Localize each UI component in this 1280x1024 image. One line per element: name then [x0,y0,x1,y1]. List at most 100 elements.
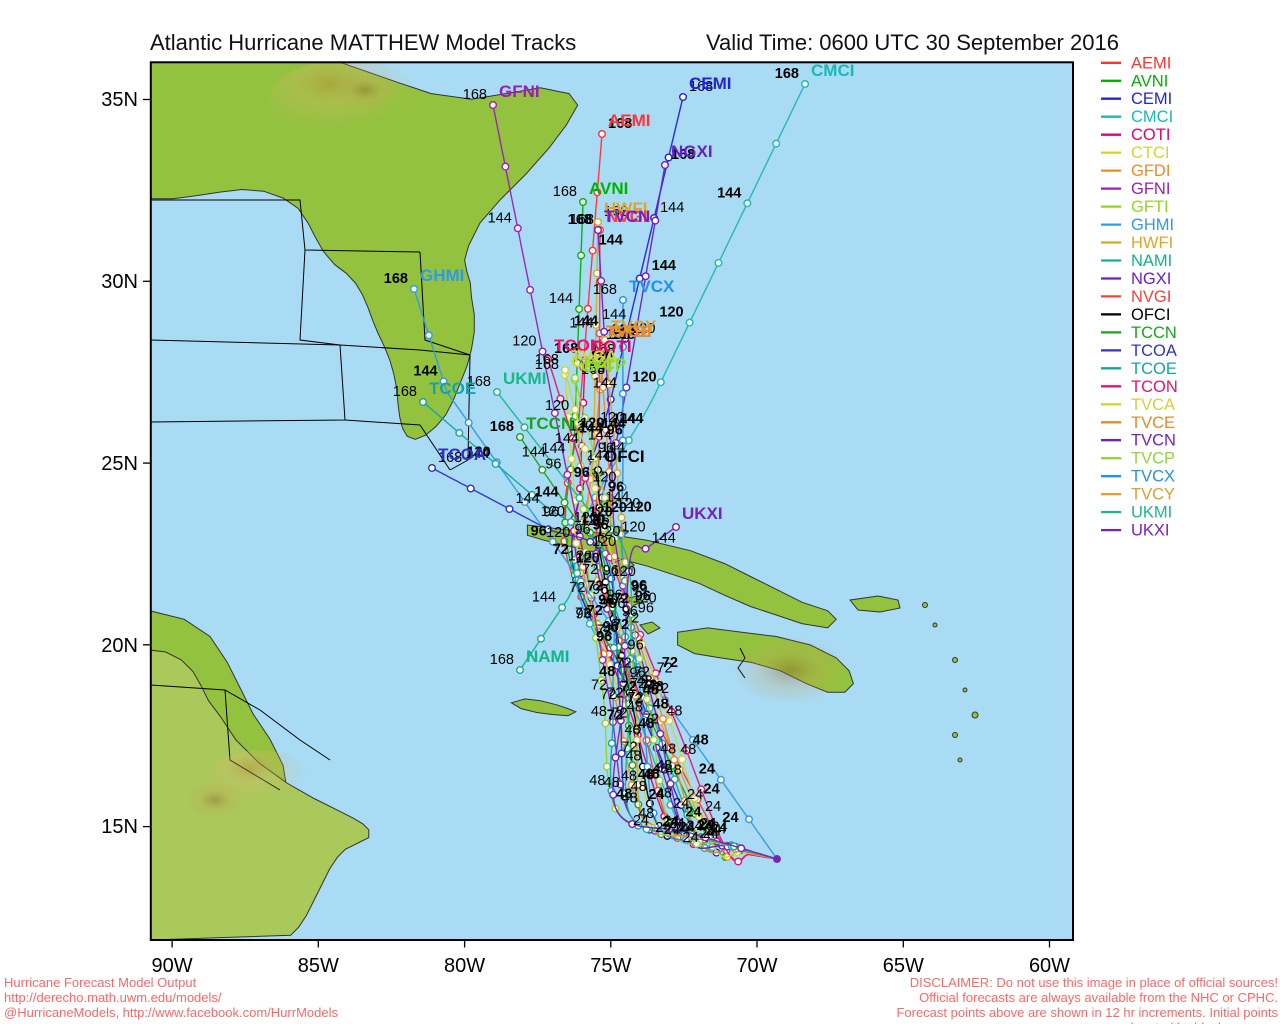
svg-text:72: 72 [591,678,607,694]
svg-text:168: 168 [384,271,408,287]
svg-text:144: 144 [599,233,623,249]
svg-text:CEMI: CEMI [1131,90,1172,108]
svg-text:90W: 90W [152,955,193,977]
svg-text:168: 168 [775,66,799,82]
svg-text:OFCI: OFCI [1131,306,1170,324]
svg-text:70W: 70W [736,955,777,977]
svg-text:168: 168 [490,419,514,435]
svg-text:24: 24 [705,799,721,815]
svg-text:60W: 60W [1029,955,1070,977]
svg-text:24: 24 [704,782,720,798]
svg-text:72: 72 [622,740,638,756]
svg-text:72: 72 [587,603,603,619]
svg-text:96: 96 [628,638,644,654]
svg-text:HWFI: HWFI [1131,234,1173,252]
svg-text:48: 48 [591,704,607,720]
svg-text:CTCI: CTCI [1131,144,1170,162]
svg-text:120: 120 [581,511,605,527]
svg-text:144: 144 [619,411,643,427]
svg-text:120: 120 [541,504,565,520]
svg-text:GFTI: GFTI [1131,198,1169,216]
svg-text:96: 96 [609,596,625,612]
svg-text:144: 144 [516,491,540,507]
svg-text:85W: 85W [298,955,339,977]
svg-text:UKMI: UKMI [503,369,546,388]
svg-text:OFCI: OFCI [604,447,645,466]
svg-text:TVCN: TVCN [1131,432,1176,450]
svg-text:AEMI: AEMI [608,111,651,130]
svg-text:72: 72 [613,617,629,633]
svg-text:96: 96 [531,524,547,540]
svg-text:UKMI: UKMI [1131,504,1172,522]
svg-text:120: 120 [576,551,600,567]
svg-text:20N: 20N [101,635,138,657]
svg-text:CMCI: CMCI [811,61,854,80]
svg-text:72: 72 [607,708,623,724]
svg-text:75W: 75W [590,955,631,977]
svg-text:120: 120 [580,416,604,432]
svg-text:GHMI: GHMI [420,266,464,285]
svg-text:TCOE: TCOE [1131,360,1177,378]
svg-text:TCOA: TCOA [1131,342,1177,360]
svg-text:120: 120 [632,370,656,386]
svg-text:UKXI: UKXI [682,504,723,523]
svg-text:24: 24 [669,816,685,832]
svg-text:48: 48 [604,775,620,791]
svg-text:80W: 80W [444,955,485,977]
svg-text:TCCN: TCCN [1131,324,1177,342]
svg-text:35N: 35N [101,89,138,111]
svg-text:48: 48 [666,763,682,779]
svg-text:GHMI: GHMI [1131,216,1174,234]
svg-text:TVCP: TVCP [1131,450,1175,468]
svg-text:TVCY: TVCY [1131,486,1175,504]
svg-text:48: 48 [644,767,660,783]
svg-text:144: 144 [660,200,684,216]
svg-text:72: 72 [553,542,569,558]
svg-text:144: 144 [549,291,573,307]
svg-text:144: 144 [532,590,556,606]
svg-text:72: 72 [607,686,623,702]
svg-text:72: 72 [626,692,642,708]
svg-text:96: 96 [545,457,561,473]
svg-text:48: 48 [666,704,682,720]
svg-text:144: 144 [652,531,676,547]
svg-text:96: 96 [630,665,646,681]
svg-text:GFNI: GFNI [499,82,540,101]
svg-text:COTI: COTI [1131,126,1170,144]
svg-text:CMCI: CMCI [1131,108,1173,126]
svg-text:TVCX: TVCX [1131,468,1175,486]
svg-text:168: 168 [490,652,514,668]
svg-text:144: 144 [555,431,579,447]
svg-text:24: 24 [687,787,703,803]
svg-text:144: 144 [413,364,437,380]
svg-text:TVCY: TVCY [611,317,657,336]
svg-text:144: 144 [593,376,617,392]
svg-text:30N: 30N [101,271,138,293]
svg-text:NGXI: NGXI [671,142,713,161]
svg-text:48: 48 [680,742,696,758]
svg-text:AVNI: AVNI [1131,72,1168,90]
svg-text:144: 144 [717,185,741,201]
svg-text:GFDI: GFDI [1131,162,1170,180]
svg-text:NVGI: NVGI [1131,288,1171,306]
svg-text:144: 144 [488,210,512,226]
svg-text:TCOE: TCOE [429,379,476,398]
svg-text:AEMI: AEMI [1131,54,1171,72]
svg-text:144: 144 [574,314,598,330]
svg-text:120: 120 [545,398,569,414]
svg-text:168: 168 [393,384,417,400]
svg-text:96: 96 [603,563,619,579]
svg-text:96: 96 [596,629,612,645]
svg-text:AVNI: AVNI [589,179,628,198]
svg-text:24: 24 [711,820,727,836]
svg-text:48: 48 [656,786,672,802]
svg-text:15N: 15N [101,816,138,838]
svg-text:144: 144 [522,445,546,461]
svg-text:TCOA: TCOA [438,445,486,464]
svg-text:168: 168 [593,282,617,298]
svg-text:168: 168 [553,184,577,200]
svg-text:48: 48 [653,697,669,713]
svg-text:120: 120 [546,525,570,541]
svg-text:TVCE: TVCE [1131,414,1175,432]
svg-text:65W: 65W [883,955,924,977]
